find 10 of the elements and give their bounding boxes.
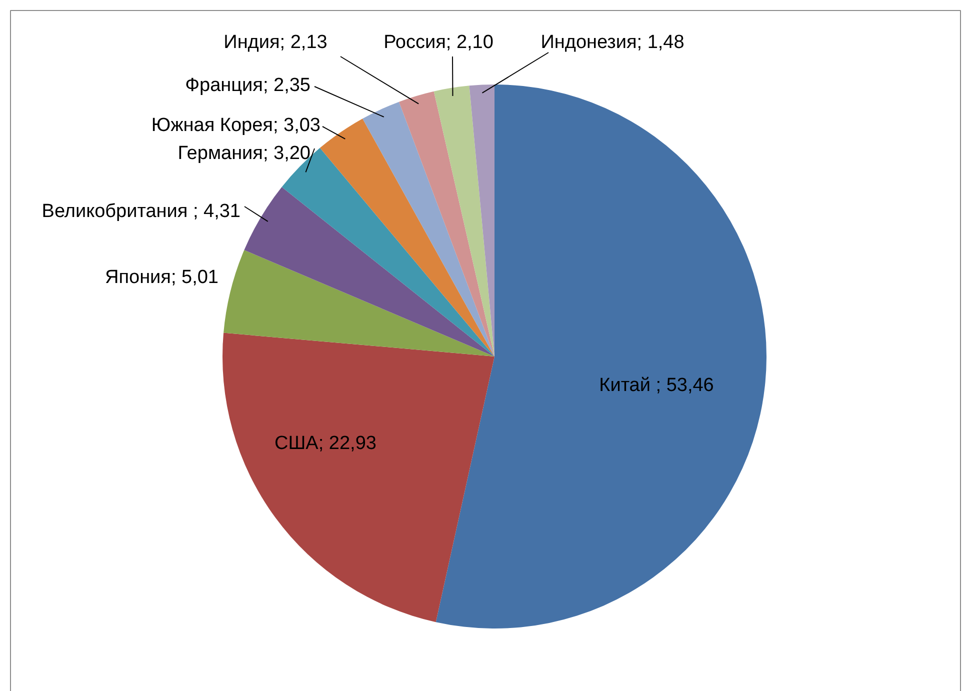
slice-label: Германия; 3,20 [178,143,311,164]
slice-label: Индонезия; 1,48 [540,32,684,53]
slice-label: Франция; 2,35 [185,75,311,96]
slice-label: Китай ; 53,46 [599,375,714,396]
slice-label: Индия; 2,13 [224,32,328,53]
slice-label: США; 22,93 [274,433,376,454]
slice-label: Великобритания ; 4,31 [42,201,241,222]
slice-label: Россия; 2,10 [384,32,494,53]
slice-label: Япония; 5,01 [104,267,219,288]
slice-label: Южная Корея; 3,03 [151,115,321,136]
